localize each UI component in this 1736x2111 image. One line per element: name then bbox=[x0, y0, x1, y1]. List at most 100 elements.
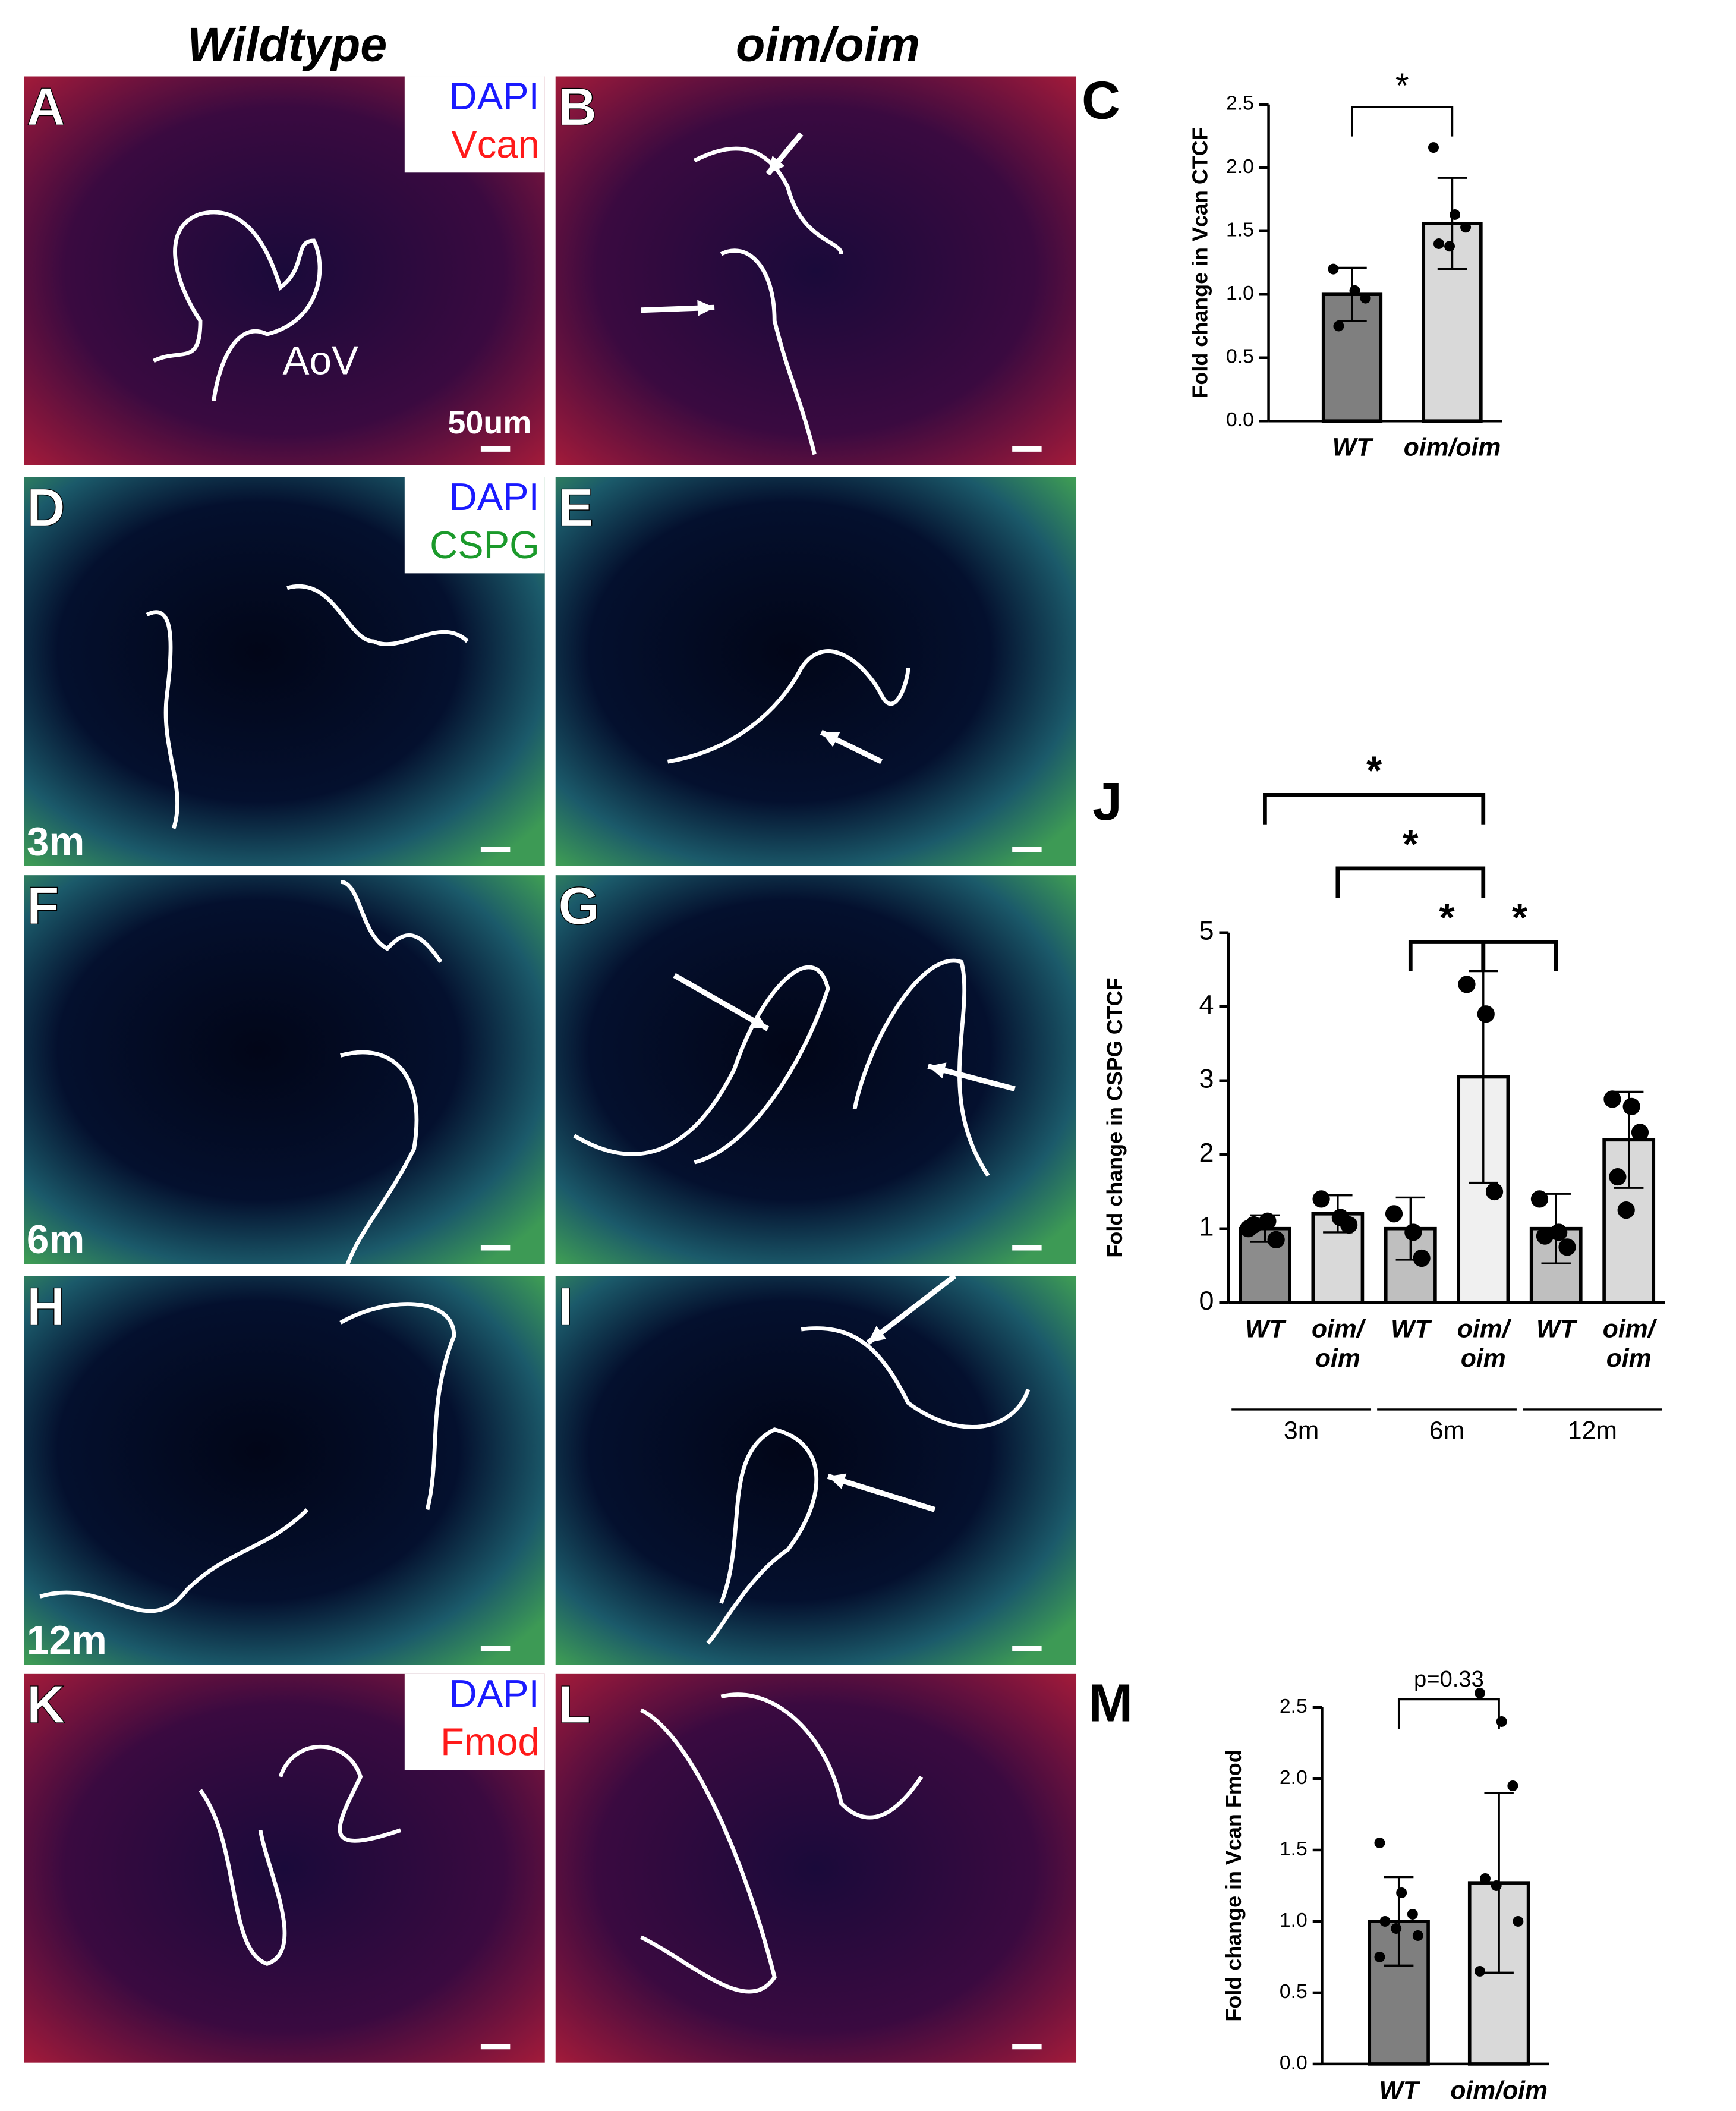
data-point bbox=[1603, 1090, 1621, 1108]
significance-bracket bbox=[1408, 940, 1486, 971]
y-tick-label: 2.5 bbox=[1280, 1695, 1307, 1717]
data-point bbox=[1530, 1190, 1549, 1208]
stain-label: Vcan bbox=[451, 122, 540, 166]
y-tick-label: 0.0 bbox=[1226, 408, 1254, 431]
column-title: oim/oim bbox=[736, 18, 920, 72]
stain-box bbox=[404, 477, 545, 574]
data-point bbox=[1328, 263, 1339, 275]
arrow bbox=[673, 973, 770, 1031]
panel-letter: I bbox=[558, 1277, 573, 1336]
significance-bracket bbox=[1481, 940, 1558, 971]
significance-label: * bbox=[1439, 895, 1455, 940]
micrograph bbox=[555, 1673, 1077, 2063]
panel-letter: G bbox=[558, 876, 600, 936]
arrow bbox=[827, 1473, 936, 1512]
panel-letter: B bbox=[558, 78, 597, 137]
arrow-head bbox=[868, 1326, 887, 1343]
data-point bbox=[1475, 1965, 1485, 1977]
data-point bbox=[1333, 320, 1344, 332]
scale-label: 50um bbox=[448, 405, 531, 441]
y-tick-label: 3 bbox=[1199, 1064, 1214, 1094]
data-point bbox=[1404, 1223, 1422, 1241]
charts: C Fold change in Vcan CTCF 0.0 0.5 1.0 1.5 2.0… bbox=[1082, 67, 1665, 2106]
arrow-head bbox=[928, 1062, 947, 1078]
valve-outline bbox=[146, 584, 469, 829]
x-tick-label: WT bbox=[1391, 1316, 1431, 1344]
y-tick-label: 2.0 bbox=[1226, 155, 1254, 178]
y-tick-label: 1.0 bbox=[1226, 282, 1254, 304]
data-point bbox=[1450, 209, 1461, 220]
valve-outline bbox=[340, 880, 443, 1266]
x-label-box: oim/ oim bbox=[1602, 1316, 1655, 1374]
data-point bbox=[1374, 1837, 1385, 1848]
data-point bbox=[1485, 1182, 1504, 1201]
micrograph bbox=[555, 477, 1077, 866]
x-label-box: WT bbox=[1536, 1316, 1576, 1344]
data-point bbox=[1396, 1887, 1407, 1898]
valve-outline bbox=[152, 210, 322, 401]
valve-outline bbox=[640, 1692, 924, 1994]
x-tick-label: oim/oim bbox=[1450, 2077, 1548, 2106]
data-point bbox=[1444, 241, 1455, 252]
micrograph bbox=[555, 875, 1077, 1264]
y-tick-label: 0.0 bbox=[1280, 2052, 1307, 2074]
significance-label: p=0.33 bbox=[1414, 1666, 1484, 1692]
bar bbox=[1384, 1226, 1437, 1304]
data-point bbox=[1385, 1205, 1403, 1223]
stain-label: DAPI bbox=[449, 74, 540, 118]
data-point bbox=[1479, 1873, 1491, 1884]
data-point bbox=[1558, 1238, 1576, 1256]
data-point bbox=[1433, 238, 1444, 249]
y-axis-title: Fold change in CSPG CTCF bbox=[1102, 977, 1127, 1257]
significance-label: * bbox=[1366, 748, 1382, 793]
panel-letter: M bbox=[1088, 1674, 1133, 1734]
micrograph bbox=[24, 1276, 545, 1665]
significance-label: * bbox=[1395, 67, 1409, 105]
data-point bbox=[1312, 1190, 1330, 1208]
y-tick-label: 0 bbox=[1199, 1285, 1214, 1316]
data-point bbox=[1477, 1005, 1495, 1023]
data-point bbox=[1475, 1688, 1485, 1698]
significance-bracket bbox=[1335, 866, 1486, 898]
data-point bbox=[1374, 1951, 1385, 1962]
y-tick-label: 1 bbox=[1199, 1212, 1214, 1242]
x-label-box: WT bbox=[1332, 435, 1372, 463]
age-label: 6m bbox=[27, 1217, 84, 1262]
data-point bbox=[1496, 1716, 1507, 1727]
arrow-head bbox=[821, 732, 840, 747]
data-point bbox=[1617, 1201, 1635, 1219]
annotation: AoV bbox=[283, 338, 358, 383]
group-label: 3m bbox=[1284, 1416, 1319, 1445]
arrow-head bbox=[749, 1013, 768, 1029]
x-label-box: oim/ oim bbox=[1457, 1316, 1510, 1374]
y-tick-label: 2.0 bbox=[1280, 1766, 1307, 1789]
valve-outline bbox=[199, 1744, 402, 1966]
data-point bbox=[1407, 1908, 1418, 1920]
x-label-box: oim/ oim bbox=[1312, 1316, 1364, 1374]
data-point bbox=[1428, 142, 1439, 153]
x-tick-label: oim/ oim bbox=[1457, 1316, 1510, 1374]
micrograph bbox=[555, 76, 1077, 465]
data-point bbox=[1413, 1249, 1431, 1267]
group-label: 6m bbox=[1429, 1416, 1464, 1445]
x-label-box: oim/oim bbox=[1450, 2077, 1548, 2106]
panel-letter: F bbox=[27, 876, 59, 936]
data-point bbox=[1349, 285, 1360, 296]
panel-letter: H bbox=[27, 1277, 65, 1336]
y-axis-title: Fold change in Vcan Fmod bbox=[1221, 1750, 1246, 2021]
data-point bbox=[1412, 1930, 1423, 1941]
stain-label: Fmod bbox=[440, 1720, 540, 1763]
valve-outline bbox=[573, 958, 990, 1177]
significance-bracket bbox=[1397, 1698, 1500, 1729]
data-point bbox=[1491, 1880, 1502, 1891]
stain-box bbox=[404, 1673, 545, 1770]
data-point bbox=[1460, 222, 1472, 233]
x-label-box: WT bbox=[1379, 2077, 1418, 2105]
y-tick-label: 2.5 bbox=[1226, 92, 1254, 115]
x-tick-label: oim/ oim bbox=[1602, 1316, 1655, 1374]
valve-outline bbox=[693, 146, 843, 455]
data-point bbox=[1391, 1923, 1402, 1934]
